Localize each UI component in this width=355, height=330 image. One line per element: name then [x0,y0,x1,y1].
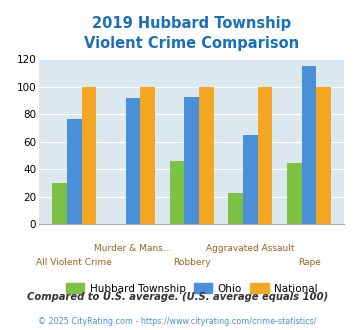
Bar [52,183,67,224]
Bar [170,161,184,224]
Bar [258,87,272,224]
Bar [228,193,243,224]
Bar [199,87,214,224]
Title: 2019 Hubbard Township
Violent Crime Comparison: 2019 Hubbard Township Violent Crime Comp… [84,16,299,51]
Text: Robbery: Robbery [173,258,211,267]
Bar [82,87,96,224]
Bar [316,87,331,224]
Bar [184,97,199,224]
Text: Compared to U.S. average. (U.S. average equals 100): Compared to U.S. average. (U.S. average … [27,292,328,302]
Text: Rape: Rape [298,258,321,267]
Bar [67,118,82,224]
Bar [243,135,258,224]
Text: Aggravated Assault: Aggravated Assault [206,244,295,253]
Bar [287,163,302,224]
Bar [140,87,155,224]
Text: All Violent Crime: All Violent Crime [37,258,112,267]
Legend: Hubbard Township, Ohio, National: Hubbard Township, Ohio, National [61,279,322,298]
Bar [302,66,316,224]
Text: Murder & Mans...: Murder & Mans... [94,244,172,253]
Text: © 2025 CityRating.com - https://www.cityrating.com/crime-statistics/: © 2025 CityRating.com - https://www.city… [38,317,317,326]
Bar [126,98,140,224]
